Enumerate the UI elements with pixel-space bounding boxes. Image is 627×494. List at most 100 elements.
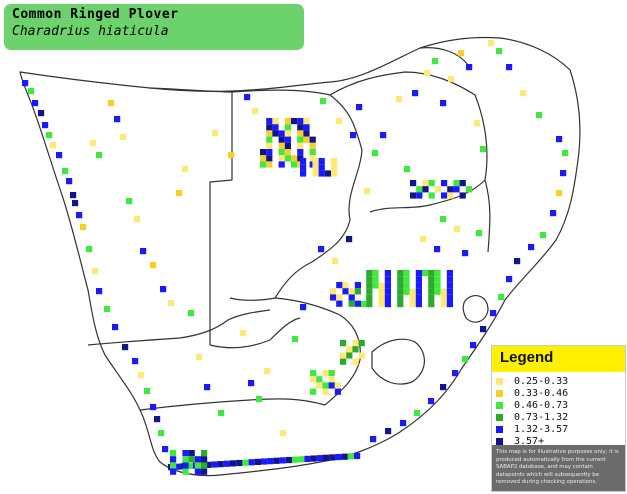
grid-cell [520,90,527,97]
grid-cell [312,158,319,165]
grid-cell [240,330,247,337]
grid-cell [160,286,167,293]
grid-cell [434,276,441,283]
grid-cell [453,180,460,187]
grid-cell [384,276,391,283]
grid-cell [346,346,353,353]
legend-swatch [496,425,503,433]
western-cape-divider [139,398,326,411]
grid-cell [348,300,355,307]
grid-cell [409,294,416,301]
grid-cell [428,180,435,187]
grid-cell [415,301,422,308]
grid-cell [331,158,338,165]
grid-cell [372,270,379,277]
grid-cell [201,462,208,469]
grid-cell [434,186,441,193]
grid-cell [341,453,348,460]
scientific-name: Charadrius hiaticula [12,24,169,39]
grid-cell [410,180,417,187]
grid-cell [196,354,203,361]
grid-cell [266,161,273,168]
grid-cell [62,168,69,175]
grid-cell [465,186,472,193]
legend-label: 1.32-3.57 [514,423,569,435]
grid-cell [415,282,422,289]
grid-cell [134,216,141,223]
legend-swatch [496,389,503,397]
grid-cell [297,149,304,156]
grid-cell [378,294,385,301]
grid-cell [462,356,469,363]
lesotho-border [371,338,425,385]
grid-cell [244,94,251,101]
grid-cell [280,430,287,437]
grid-cell [316,455,323,462]
grid-cell [397,270,404,277]
legend-label: 0.73-1.32 [514,411,569,423]
grid-cell [300,164,307,171]
legend-item: 0.25-0.33 [496,375,625,387]
grid-cell [498,294,505,301]
grid-cell [266,136,273,143]
grid-cell [303,118,310,125]
grid-cell [278,149,285,156]
grid-cell [312,164,319,171]
grid-cell [168,300,175,307]
grid-cell [372,150,379,157]
eswatini-border [462,295,489,323]
grid-cell [297,142,304,149]
grid-cell [336,118,343,125]
grid-cell [476,230,483,237]
grid-cell [261,458,268,465]
grid-cell [440,216,447,223]
grid-cell [297,136,304,143]
grid-cell [410,192,417,199]
grid-cell [318,170,325,177]
grid-cell [560,170,567,177]
grid-cell [284,136,291,143]
grid-cell [550,210,557,217]
grid-cell [474,120,481,127]
grid-cell [446,276,453,283]
grid-cell [440,288,447,295]
grid-cell [446,294,453,301]
grid-cell [278,155,285,162]
grid-cell [354,300,361,307]
grid-cell [291,155,298,162]
legend-title: Legend [492,346,625,372]
grid-cell [366,282,373,289]
grid-cell [328,382,335,389]
grid-cell [432,58,439,65]
grid-cell [201,450,208,457]
grid-cell [488,40,495,47]
grid-cell [272,130,279,137]
grid-cell [446,301,453,308]
grid-cell [266,142,273,149]
grid-cell [404,166,411,173]
grid-cell [32,100,39,107]
grid-cell [56,152,63,159]
grid-cell [366,294,373,301]
legend-item: 0.73-1.32 [496,411,625,423]
grid-cell [400,420,407,427]
grid-cell [144,388,151,395]
grid-cell [452,370,459,377]
grid-cell [352,358,359,365]
grid-cell [428,288,435,295]
grid-cell [324,170,331,177]
grid-cell [140,248,147,255]
grid-cell [212,130,219,137]
grid-cell [334,388,341,395]
grid-cell [252,108,259,115]
grid-cell [336,300,343,307]
grid-cell [366,276,373,283]
grid-cell [453,186,460,193]
grid-cell [422,186,429,193]
grid-cell [46,132,53,139]
grid-cell [300,158,307,165]
grid-cell [285,456,292,464]
grid-cell [354,452,361,460]
grid-cell [310,455,317,462]
grid-cell [72,200,79,207]
